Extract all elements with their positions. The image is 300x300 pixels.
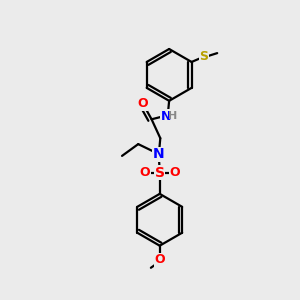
Text: O: O	[140, 166, 150, 179]
Text: O: O	[137, 97, 148, 110]
Text: S: S	[200, 50, 208, 63]
Text: N: N	[161, 110, 171, 123]
Text: O: O	[169, 166, 180, 179]
Text: N: N	[153, 147, 165, 161]
Text: O: O	[154, 253, 165, 266]
Text: H: H	[168, 111, 178, 121]
Text: S: S	[155, 166, 165, 180]
